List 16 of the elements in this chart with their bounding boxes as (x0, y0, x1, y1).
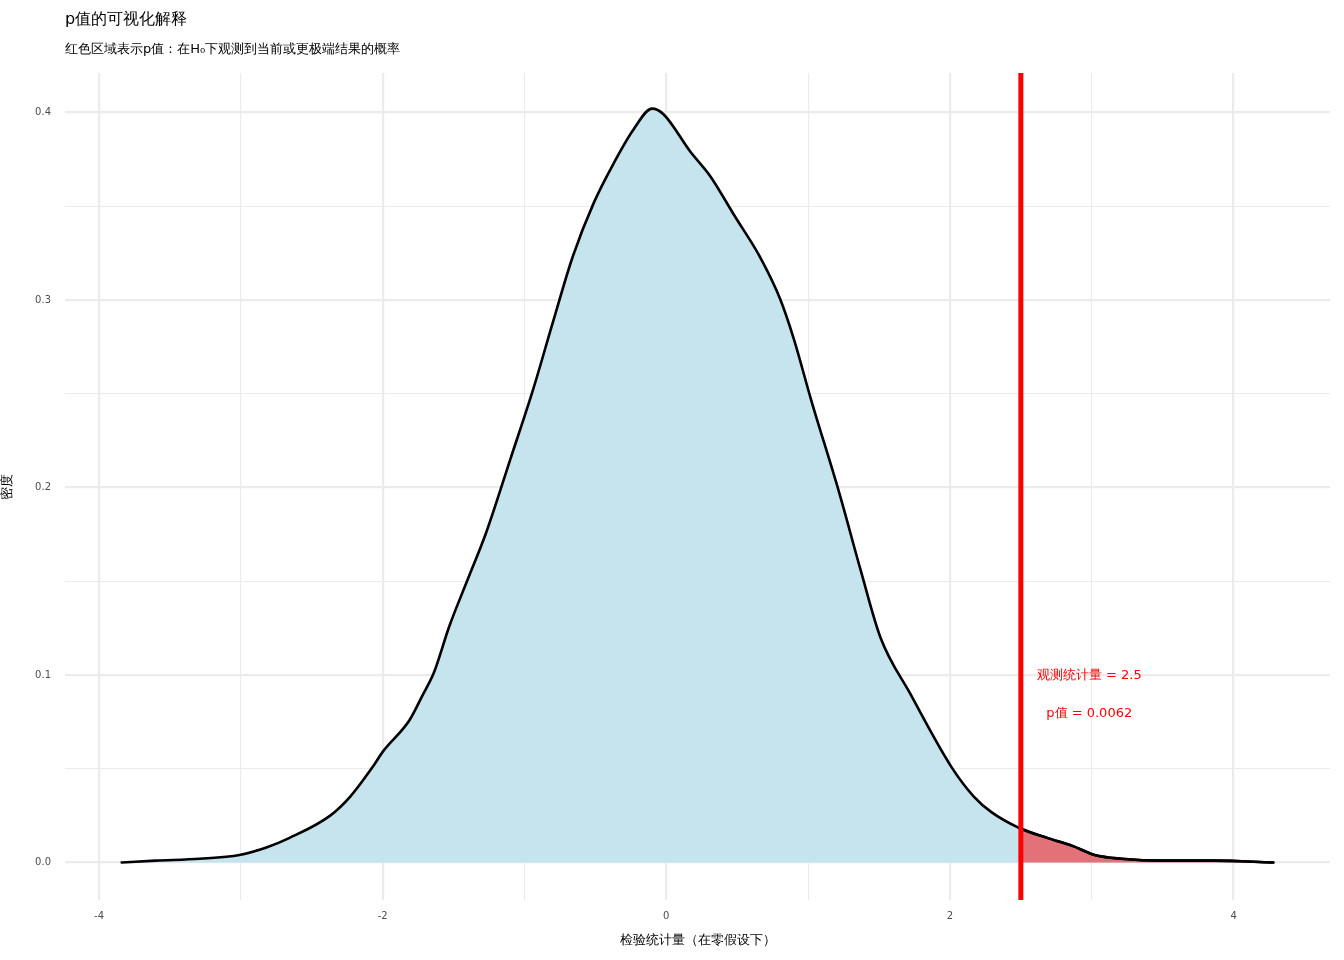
x-axis-title: 检验统计量（在零假设下） (619, 931, 776, 947)
chart-title: p值的可视化解释 (65, 9, 188, 29)
x-tick-label: 4 (1230, 909, 1237, 921)
x-tick-label: 0 (663, 909, 670, 921)
ref-line-label: 观测统计量 = 2.5 (1036, 667, 1142, 683)
y-tick-label: 0.0 (35, 856, 51, 868)
chart-subtitle: 红色区域表示p值：在H₀下观测到当前或更极端结果的概率 (65, 40, 401, 58)
x-tick-label: -2 (377, 909, 388, 921)
x-tick-label: -4 (94, 909, 105, 921)
annotation: p值 = 0.0062 (1046, 705, 1133, 721)
y-tick-label: 0.3 (35, 293, 51, 305)
y-tick-label: 0.4 (35, 105, 51, 117)
y-tick-label: 0.1 (35, 668, 51, 680)
y-tick-label: 0.2 (35, 481, 51, 493)
y-axis-title: 密度 (0, 473, 15, 500)
x-tick-label: 2 (946, 909, 954, 921)
